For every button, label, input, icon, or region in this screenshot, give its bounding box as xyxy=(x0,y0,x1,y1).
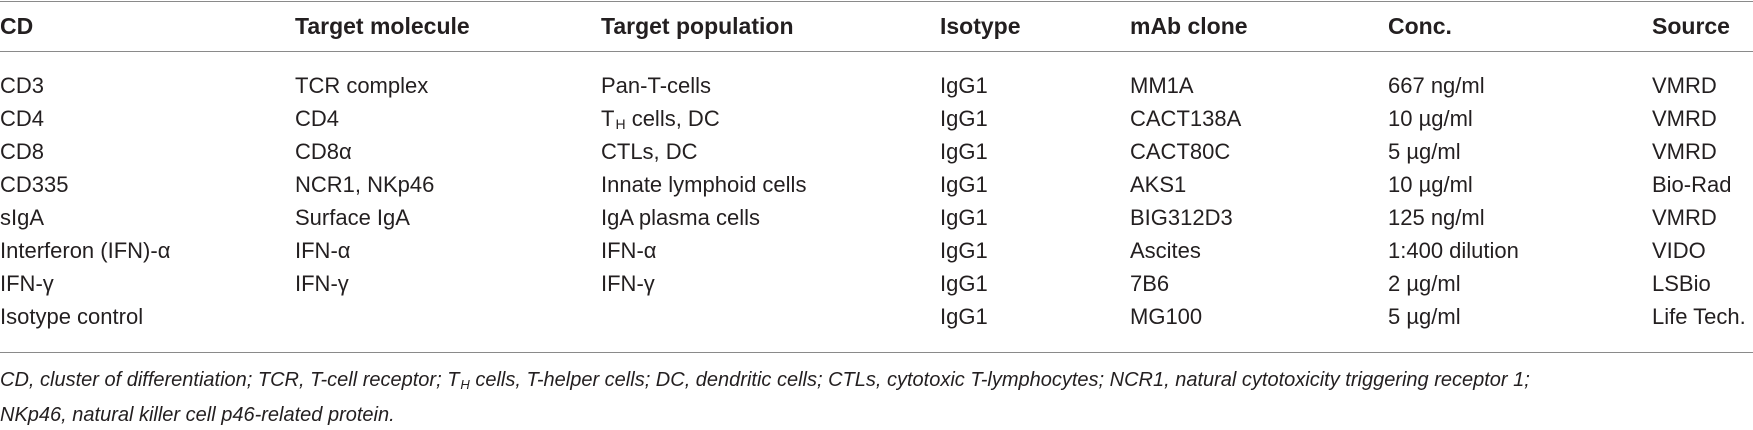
cell-mab-clone: AKS1 xyxy=(1130,171,1187,197)
cell-isotype: IgG1 xyxy=(940,204,988,230)
cell-cd: CD4 xyxy=(0,105,45,131)
table-row: CD8 CD8α CTLs, DC IgG1 CACT80C 5 µg/ml VMRD xyxy=(0,135,1753,168)
table-body: CD3 TCR complex Pan-T-cells IgG1 MM1A 667 ng/… xyxy=(0,52,1753,333)
table-row: CD4 CD4 TH cells, DC IgG1 CACT138A 10 µg/ml VM… xyxy=(0,102,1753,135)
cell-target-population: Innate lymphoid cells xyxy=(601,171,807,197)
cell-text-subscript: H xyxy=(615,115,626,132)
cell-target-molecule xyxy=(295,300,601,333)
table-row: IFN-γ IFN-γ IFN-γ IgG1 7B6 2 µg/ml LSBio xyxy=(0,267,1753,300)
cell-source: VIDO xyxy=(1652,237,1706,263)
cell-source: VMRD xyxy=(1652,204,1717,230)
cell-target-molecule: Surface IgA xyxy=(295,204,410,230)
header-isotype: Isotype xyxy=(940,12,1021,39)
antibody-table: CD Target molecule Target population Iso… xyxy=(0,0,1753,333)
footnote-part2: cells, T-helper cells; DC, dendritic cel… xyxy=(469,369,1530,391)
cell-source: VMRD xyxy=(1652,105,1717,131)
cell-isotype: IgG1 xyxy=(940,72,988,98)
table-row: Interferon (IFN)-α IFN-α IFN-α IgG1 Ascites 1… xyxy=(0,234,1753,267)
header-cd: CD xyxy=(0,12,34,39)
header-mab-clone: mAb clone xyxy=(1130,12,1248,39)
cell-conc: 125 ng/ml xyxy=(1388,204,1485,230)
cell-target-population: IgA plasma cells xyxy=(601,204,760,230)
table-row: CD335 NCR1, NKp46 Innate lymphoid cells IgG… xyxy=(0,168,1753,201)
cell-target-molecule: NCR1, NKp46 xyxy=(295,171,435,197)
cell-conc: 667 ng/ml xyxy=(1388,72,1485,98)
cell-mab-clone: BIG312D3 xyxy=(1130,204,1233,230)
footnote-part1: CD, cluster of differentiation; TCR, T-c… xyxy=(0,369,460,391)
cell-target-molecule: TCR complex xyxy=(295,72,429,98)
cell-target-population xyxy=(601,300,940,333)
header-target-molecule: Target molecule xyxy=(295,12,470,39)
header-row: CD Target molecule Target population Iso… xyxy=(0,0,1753,52)
header-source: Source xyxy=(1652,12,1730,39)
cell-source: Bio-Rad xyxy=(1652,171,1732,197)
table-row: CD3 TCR complex Pan-T-cells IgG1 MM1A 667 ng/… xyxy=(0,52,1753,102)
cell-cd: CD8 xyxy=(0,138,45,164)
header-target-population: Target population xyxy=(601,12,794,39)
cell-target-population: IFN-γ xyxy=(601,270,655,296)
cell-source: Life Tech. xyxy=(1652,303,1746,329)
cell-mab-clone: 7B6 xyxy=(1130,270,1170,296)
cell-source: VMRD xyxy=(1652,138,1717,164)
cell-text-main: T xyxy=(601,105,615,131)
cell-isotype: IgG1 xyxy=(940,105,988,131)
cell-conc: 2 µg/ml xyxy=(1388,270,1461,296)
table-footnote: CD, cluster of differentiation; TCR, T-c… xyxy=(0,365,1740,430)
cell-conc: 5 µg/ml xyxy=(1388,303,1461,329)
table-header-rule xyxy=(0,51,1753,52)
cell-mab-clone: CACT138A xyxy=(1130,105,1242,131)
cell-target-population: TH cells, DC xyxy=(601,102,940,135)
cell-conc: 10 µg/ml xyxy=(1388,171,1473,197)
cell-isotype: IgG1 xyxy=(940,171,988,197)
cell-conc: 5 µg/ml xyxy=(1388,138,1461,164)
cell-cd: sIgA xyxy=(0,204,45,230)
cell-target-molecule: IFN-α xyxy=(295,237,351,263)
cell-conc: 1:400 dilution xyxy=(1388,237,1519,263)
cell-target-population: Pan-T-cells xyxy=(601,72,712,98)
cell-target-population: IFN-α xyxy=(601,237,657,263)
cell-cd: Interferon (IFN)-α xyxy=(0,237,171,263)
cell-target-population: CTLs, DC xyxy=(601,138,698,164)
cell-source: VMRD xyxy=(1652,72,1717,98)
cell-mab-clone: Ascites xyxy=(1130,237,1201,263)
header-conc: Conc. xyxy=(1388,12,1452,39)
table-top-rule xyxy=(0,1,1753,2)
cell-mab-clone: MM1A xyxy=(1130,72,1194,98)
table-bottom-rule xyxy=(0,352,1753,353)
cell-source: LSBio xyxy=(1652,270,1711,296)
cell-conc: 10 µg/ml xyxy=(1388,105,1473,131)
cell-cd: IFN-γ xyxy=(0,270,54,296)
footnote-line2: NKp46, natural killer cell p46-related p… xyxy=(0,404,395,426)
cell-cd: CD3 xyxy=(0,72,45,98)
cell-target-molecule: CD8α xyxy=(295,138,352,164)
cell-isotype: IgG1 xyxy=(940,303,988,329)
cell-target-molecule: CD4 xyxy=(295,105,340,131)
cell-cd: CD335 xyxy=(0,171,69,197)
cell-mab-clone: CACT80C xyxy=(1130,138,1231,164)
table-row: Isotype control IgG1 MG100 5 µg/ml Life Tech… xyxy=(0,300,1753,333)
cell-isotype: IgG1 xyxy=(940,237,988,263)
cell-isotype: IgG1 xyxy=(940,270,988,296)
cell-isotype: IgG1 xyxy=(940,138,988,164)
table-row: sIgA Surface IgA IgA plasma cells IgG1 BIG31… xyxy=(0,201,1753,234)
footnote-subscript: H xyxy=(460,377,470,392)
cell-target-molecule: IFN-γ xyxy=(295,270,349,296)
table-header: CD Target molecule Target population Iso… xyxy=(0,0,1753,52)
cell-text-rest: cells, DC xyxy=(625,105,720,131)
cell-mab-clone: MG100 xyxy=(1130,303,1203,329)
cell-cd: Isotype control xyxy=(0,303,144,329)
